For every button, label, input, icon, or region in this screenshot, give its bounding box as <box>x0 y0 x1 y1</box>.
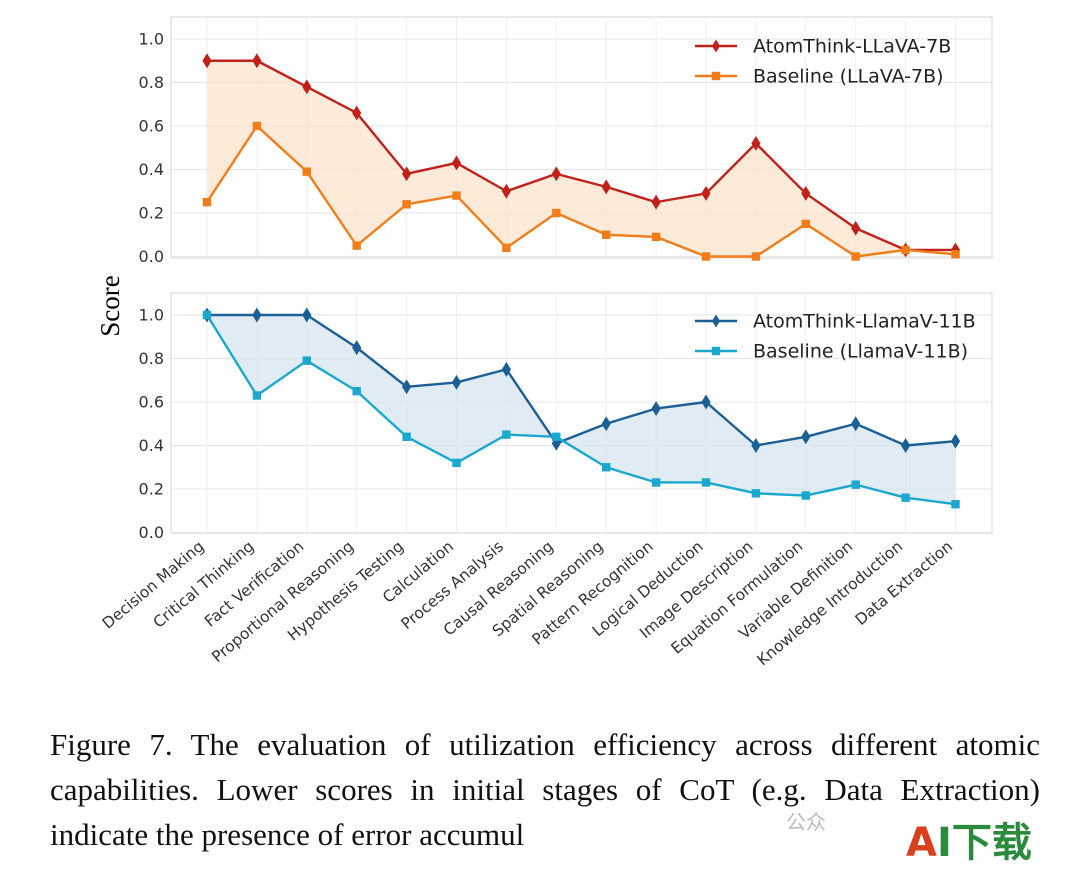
y-tick-label: 1.0 <box>139 306 164 325</box>
data-point-1 <box>252 53 262 69</box>
data-point-2 <box>651 478 661 487</box>
data-point-2 <box>452 458 461 468</box>
data-point-1 <box>402 166 412 182</box>
data-point-2 <box>352 241 361 250</box>
y-tick-label: 0.6 <box>139 117 164 136</box>
data-point-1 <box>601 179 611 195</box>
data-point-2 <box>602 230 611 239</box>
data-point-2 <box>951 500 960 509</box>
data-point-1 <box>901 438 911 453</box>
data-point-2 <box>651 232 661 242</box>
y-tick-label: 0.0 <box>139 523 164 542</box>
data-point-1 <box>950 433 961 449</box>
data-point-2 <box>701 252 711 261</box>
y-tick-label: 0.4 <box>139 160 164 179</box>
y-tick-label: 0.8 <box>139 349 164 368</box>
y-tick-label: 0.6 <box>139 393 164 412</box>
data-point-1 <box>352 105 362 121</box>
legend-marker-2 <box>711 71 721 81</box>
data-point-2 <box>602 463 611 472</box>
data-point-2 <box>452 191 461 200</box>
y-axis-label: Score <box>95 275 125 336</box>
data-point-2 <box>851 252 860 261</box>
data-point-1 <box>651 401 661 416</box>
data-point-2 <box>801 219 810 229</box>
watermark-social-text: 公众 <box>786 810 826 834</box>
legend-marker-1 <box>712 39 720 53</box>
y-tick-label: 0.2 <box>139 480 164 499</box>
data-point-1 <box>551 166 561 182</box>
data-point-2 <box>402 432 411 441</box>
shaded-gap-area <box>207 315 956 505</box>
data-point-2 <box>502 243 511 252</box>
series-line-1 <box>207 313 956 447</box>
data-point-2 <box>402 200 411 209</box>
y-tick-label: 0.2 <box>139 204 164 223</box>
data-point-1 <box>701 394 711 410</box>
data-point-1 <box>851 220 861 236</box>
data-point-1 <box>801 429 811 445</box>
y-tick-label: 0.0 <box>139 247 164 266</box>
legend-label-2: Baseline (LlamaV-11B) <box>753 341 968 363</box>
y-tick-label: 0.8 <box>139 73 164 92</box>
figure-caption: Figure 7. The evaluation of utilization … <box>50 727 1040 852</box>
y-tick-label: 0.4 <box>139 436 164 455</box>
data-point-2 <box>302 167 311 176</box>
watermark-logo: AI下载 <box>906 816 1032 870</box>
legend-label-1: AtomThink-LlamaV-11B <box>753 311 976 333</box>
legend-label-1: AtomThink-LLaVA-7B <box>753 36 951 58</box>
chart-canvas: 0.0 0.2 0.4 0.6 0.8 1.0 AtomThink-LLaVA-7B Base… <box>95 16 993 669</box>
data-point-1 <box>451 155 462 171</box>
data-point-1 <box>501 361 511 377</box>
y-tick-label: 1.0 <box>139 30 164 49</box>
data-point-2 <box>302 356 311 365</box>
data-point-2 <box>801 491 810 500</box>
watermark-logo-rest: I下载 <box>936 820 1032 866</box>
series-line-1 <box>207 59 956 252</box>
data-point-2 <box>202 310 212 320</box>
data-point-1 <box>302 79 312 95</box>
data-point-1 <box>601 416 611 432</box>
data-point-1 <box>651 194 661 210</box>
data-point-1 <box>851 416 861 432</box>
data-point-2 <box>552 208 561 218</box>
data-point-2 <box>202 197 212 207</box>
data-point-1 <box>402 379 412 395</box>
data-point-1 <box>252 307 262 323</box>
chart-panel-1: 0.0 0.2 0.4 0.6 0.8 1.0 AtomThink-LLaVA-7B Base… <box>139 16 993 266</box>
data-point-1 <box>501 183 511 199</box>
data-point-2 <box>252 121 262 131</box>
data-point-2 <box>701 478 711 487</box>
data-point-2 <box>252 391 262 400</box>
data-point-2 <box>901 493 910 502</box>
data-point-1 <box>451 374 462 390</box>
legend-marker-1 <box>712 314 720 328</box>
data-point-2 <box>951 250 960 259</box>
data-point-1 <box>352 340 362 356</box>
data-point-1 <box>751 438 761 453</box>
legend-label-2: Baseline (LLaVA-7B) <box>753 66 944 88</box>
data-point-2 <box>901 245 910 255</box>
watermark-logo-a: A <box>906 820 937 866</box>
data-point-1 <box>801 185 811 201</box>
series-line-2 <box>205 124 956 258</box>
legend-marker-2 <box>711 346 721 356</box>
data-point-1 <box>302 307 312 323</box>
chart-panel-2: 0.0 0.2 0.4 0.6 0.8 1.0 AtomThink-LlamaV-11B Ba… <box>139 292 993 542</box>
data-point-2 <box>751 489 761 498</box>
data-point-2 <box>552 432 561 441</box>
data-point-2 <box>851 480 860 489</box>
series-line-2 <box>205 314 956 506</box>
data-point-2 <box>502 430 511 439</box>
data-point-1 <box>202 53 212 69</box>
data-point-1 <box>751 135 761 151</box>
data-point-1 <box>701 185 711 201</box>
shaded-gap-area <box>207 60 956 257</box>
data-point-2 <box>751 252 761 261</box>
data-point-2 <box>352 386 361 396</box>
